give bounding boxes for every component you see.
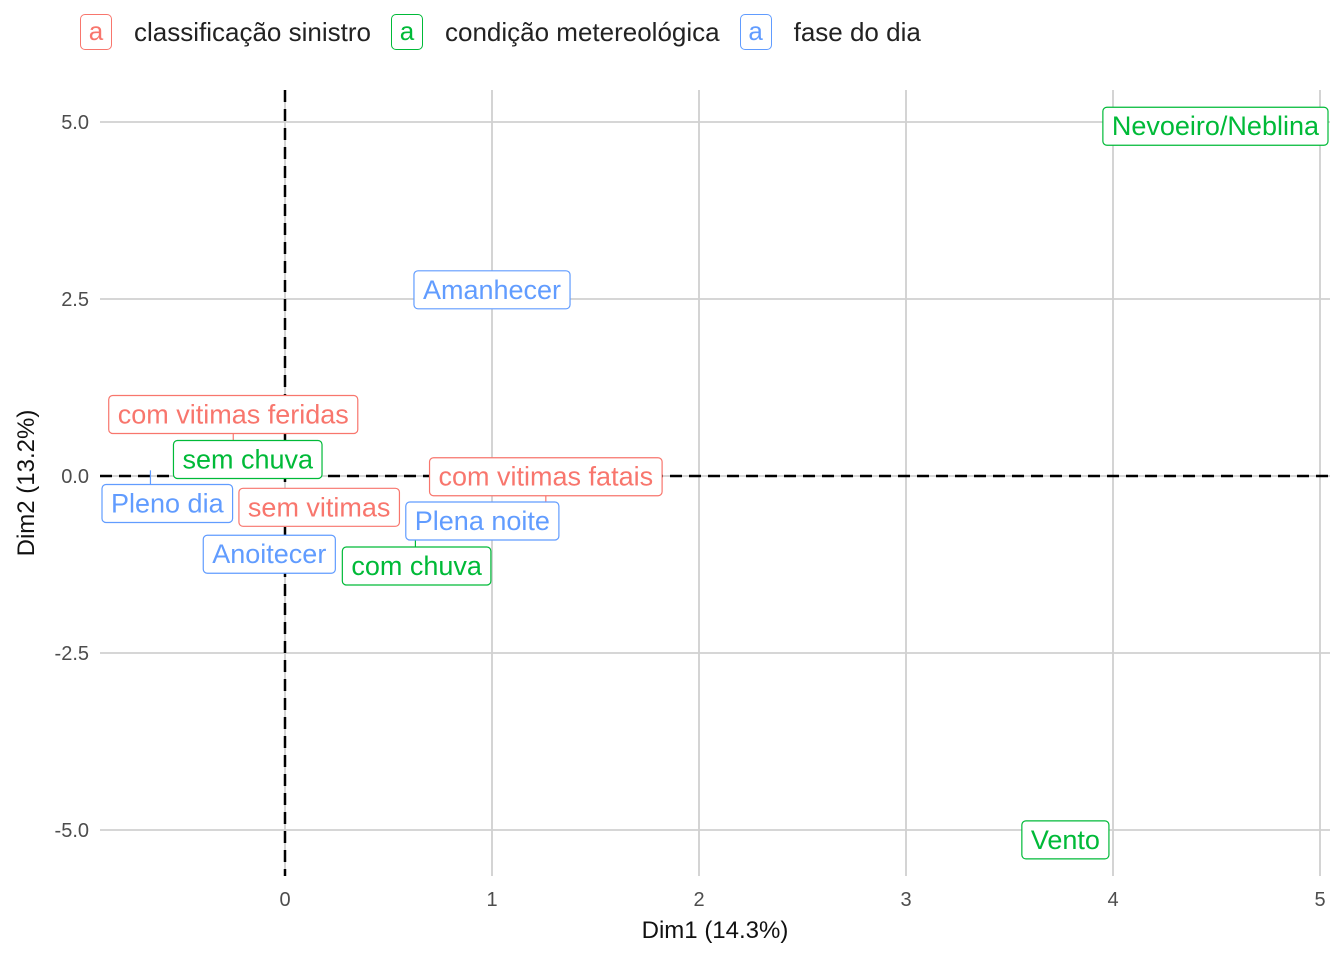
point-label: com chuva — [341, 546, 492, 586]
y-tick-label: -5.0 — [55, 820, 89, 842]
label-text: sem vitimas — [248, 492, 391, 522]
axis-ticks: 0 1 2 3 4 5 5.0 2.5 0.0 -2.5 -5.0 — [55, 112, 1326, 911]
legend-label: condição metereológica — [444, 16, 720, 47]
label-text: sem chuva — [182, 444, 314, 474]
x-tick-label: 1 — [486, 889, 497, 911]
point-label: Plena noite — [405, 501, 560, 541]
x-tick-label: 0 — [279, 889, 290, 911]
y-tick-label: 2.5 — [61, 289, 89, 311]
reference-lines — [100, 90, 1330, 876]
y-axis-title: Dim2 (13.2%) — [13, 410, 40, 557]
label-box — [108, 394, 359, 435]
label-box — [341, 546, 492, 586]
label-text: com chuva — [351, 551, 483, 581]
label-text: Pleno dia — [111, 488, 225, 518]
label-text: com vitimas feridas — [118, 399, 349, 429]
legend-key-icon: a — [390, 14, 423, 50]
label-text: Vento — [1031, 825, 1100, 855]
legend: a classificação sinistro a condição mete… — [80, 14, 941, 50]
legend-label: classificação sinistro — [134, 16, 371, 47]
x-tick-label: 3 — [900, 889, 911, 911]
point-label: Amanhecer — [413, 270, 571, 310]
label-box — [413, 270, 571, 310]
label-text: Amanhecer — [423, 275, 561, 305]
legend-item-fase: a fase do dia — [739, 14, 921, 50]
label-box — [101, 483, 234, 524]
legend-item-classificacao: a classificação sinistro — [80, 14, 371, 50]
label-box — [238, 487, 401, 527]
label-box — [172, 439, 323, 480]
x-axis-title: Dim1 (14.3%) — [642, 917, 789, 944]
legend-label: fase do dia — [793, 16, 921, 47]
point-label: com vitimas fatais — [428, 457, 663, 497]
label-box — [1102, 106, 1329, 146]
point-label: Vento — [1021, 820, 1110, 860]
point-label: sem vitimas — [238, 487, 401, 527]
y-tick-label: -2.5 — [55, 643, 89, 665]
label-text: Nevoeiro/Neblina — [1112, 111, 1320, 141]
x-tick-label: 4 — [1107, 889, 1118, 911]
label-box — [202, 534, 336, 574]
point-label: Anoitecer — [202, 534, 336, 574]
point-label: Nevoeiro/Neblina — [1102, 106, 1329, 146]
label-box — [428, 457, 663, 497]
legend-item-condicao: a condição metereológica — [390, 14, 720, 50]
x-tick-label: 5 — [1314, 889, 1325, 911]
point-label: sem chuva — [172, 439, 323, 480]
legend-key-icon: a — [739, 14, 772, 50]
label-text: Plena noite — [415, 506, 550, 536]
label-box — [405, 501, 560, 541]
label-text: Anoitecer — [212, 539, 326, 569]
legend-key-icon: a — [80, 14, 112, 50]
point-label: Pleno dia — [101, 483, 234, 524]
label-text: com vitimas fatais — [439, 462, 654, 492]
point-labels: com vitimas feridas sem vitimas com vitima… — [101, 106, 1329, 860]
point-label: com vitimas feridas — [108, 394, 359, 435]
y-tick-label: 0.0 — [61, 466, 89, 488]
y-tick-label: 5.0 — [61, 112, 89, 134]
label-box — [1021, 820, 1110, 860]
x-tick-label: 2 — [693, 889, 704, 911]
